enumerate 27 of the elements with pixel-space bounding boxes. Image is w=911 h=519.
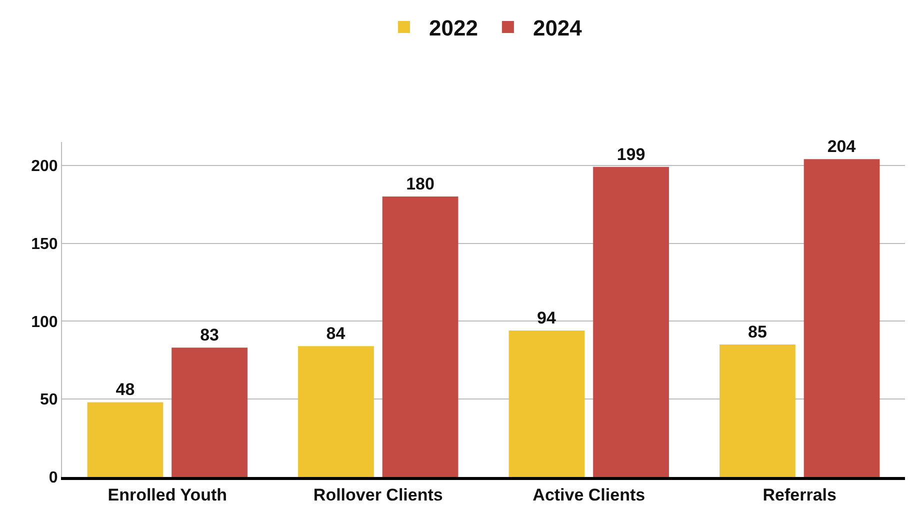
x-tick-label: Rollover Clients: [313, 485, 443, 504]
y-tick-label: 50: [40, 392, 58, 409]
data-label: 94: [536, 308, 556, 328]
bar: [508, 330, 585, 477]
y-tick-label: 0: [48, 470, 58, 487]
y-tick-label: 100: [31, 314, 58, 331]
data-label: 48: [116, 380, 135, 400]
legend-label: 2024: [532, 16, 583, 41]
bar: [87, 402, 164, 477]
data-label: 180: [406, 174, 434, 194]
bar: [720, 344, 796, 477]
x-tick-label: Active Clients: [532, 485, 646, 504]
y-tick-label: 150: [31, 236, 58, 253]
bar: [382, 196, 458, 477]
data-label: 85: [748, 322, 767, 342]
data-label: 204: [827, 137, 856, 156]
x-tick-label: Referrals: [762, 485, 836, 504]
data-label: 83: [200, 326, 219, 345]
bar: [804, 159, 880, 477]
bar: [593, 166, 669, 477]
data-label: 84: [326, 324, 346, 344]
legend-label: 2022: [429, 16, 478, 41]
data-label: 199: [616, 144, 646, 164]
x-tick-label: Enrolled Youth: [108, 485, 228, 504]
y-tick-label: 200: [31, 158, 58, 175]
bar: [298, 346, 374, 477]
bar: [172, 348, 248, 477]
